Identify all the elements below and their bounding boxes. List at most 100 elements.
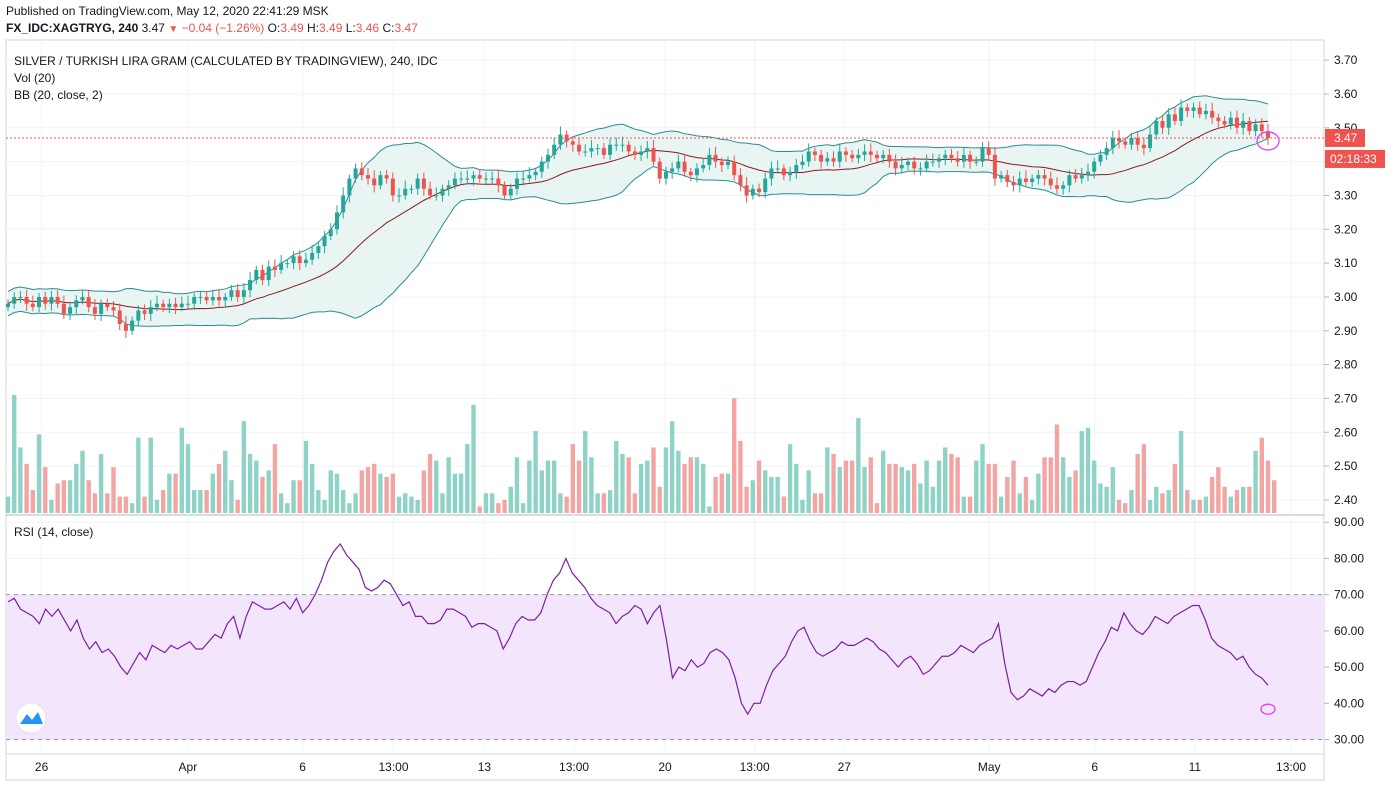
candle-body [1079,175,1084,179]
candle-body [514,178,519,189]
volume-bar [552,460,557,513]
rsi-tick-label: 50.00 [1334,660,1364,674]
volume-bar [185,444,191,513]
volume-bar [272,444,278,513]
candle-body [390,178,395,196]
volume-bar [589,457,594,513]
volume-bar [1079,431,1084,513]
candle-body [843,151,848,155]
volume-bar [1253,450,1258,513]
time-tick-label: Apr [179,760,198,774]
candle-body [310,252,315,260]
volume-bar [930,486,936,513]
candle-body [148,307,153,314]
volume-bar [732,398,737,513]
price-tick-label: 2.50 [1334,459,1358,473]
volume-bar [30,490,36,513]
volume-bar [43,467,48,513]
candle-body [558,134,563,145]
candle-body [452,178,457,186]
candle-body [955,158,960,162]
candle-body [61,303,66,314]
volume-bar [1036,473,1041,513]
candle-body [198,296,203,298]
candle-body [210,296,215,301]
candle-body [806,151,811,162]
candle-body [130,320,135,331]
candle-body [43,296,48,304]
candle-body [1048,178,1053,186]
time-tick-label: May [978,760,1001,774]
candle-body [794,165,799,172]
volume-bar [794,463,799,513]
rsi-tick-label: 60.00 [1334,624,1364,638]
volume-bar [223,450,228,513]
candle-body [726,161,730,166]
volume-bar [12,395,17,513]
candle-body [1042,175,1047,179]
rsi-axis[interactable]: 90.00 80.00 70.00 60.00 50.00 40.00 30.00 [1324,515,1364,747]
candle-body [322,236,327,247]
volume-bar [880,450,886,513]
candle-body [154,303,159,308]
volume-bar [105,493,110,513]
volume-bar [496,503,501,513]
tradingview-logo-icon[interactable] [15,702,47,734]
high-value: 3.49 [319,21,343,35]
candle-body [887,154,892,162]
candle-body [248,280,253,291]
volume-bar [837,467,842,513]
price-circle-marker [1256,131,1280,151]
volume-bar [427,454,433,513]
candle-body [192,296,197,304]
bb-fill [8,95,1268,327]
countdown-label: 02:18:33 [1330,152,1377,166]
volume-bar [471,404,476,513]
volume-bar [365,467,371,513]
candle-body [757,188,762,193]
candle-body [1011,181,1016,186]
candle-body [303,259,308,264]
candle-body [74,300,79,308]
candle-body [670,168,675,172]
volume-bar [1172,463,1178,513]
symbol-name[interactable]: FX_IDC:XAGTRYG, 240 [6,21,139,35]
candle-body [86,296,91,308]
candle-body [117,310,122,325]
volume-bar [49,499,54,513]
candle-body [415,178,420,189]
volume-bar [887,463,892,513]
candle-body [477,175,482,179]
candle-body [918,168,923,170]
close-label: C: [382,21,395,35]
candle-body [384,175,389,179]
price-axis[interactable]: 3.703.603.503.403.303.203.103.002.902.80… [1324,53,1358,507]
candle-body [217,296,222,301]
candle-body [490,178,495,180]
volume-bar [260,476,265,513]
candle-body [949,154,954,159]
candle-body [999,175,1004,179]
candle-body [651,148,656,162]
volume-bar [992,463,998,513]
volume-bar [192,490,197,513]
time-axis[interactable]: 26 Apr 6 13:00 13 13:00 20 13:00 27 May 6 11 13:00 [35,760,1306,774]
candle-body [173,303,178,308]
bb-upper-line [7,95,1269,295]
volume-bar [713,476,718,513]
candle-body [856,154,861,159]
volume-bar [458,473,464,513]
symbol-ohlc-line: FX_IDC:XAGTRYG, 240 3.47 ▼ −0.04 (−1.26%… [6,21,418,35]
rsi-tick-label: 80.00 [1334,551,1364,565]
candle-body [1266,131,1270,138]
volume-bar [291,480,296,513]
volume-bar [390,473,396,513]
volume-bar [1203,496,1209,513]
volume-bar [620,454,625,513]
rsi-band [6,594,1324,741]
candle-body [831,158,836,162]
candle-body [980,148,985,162]
candle-body [986,148,991,155]
volume-bar [614,440,619,513]
